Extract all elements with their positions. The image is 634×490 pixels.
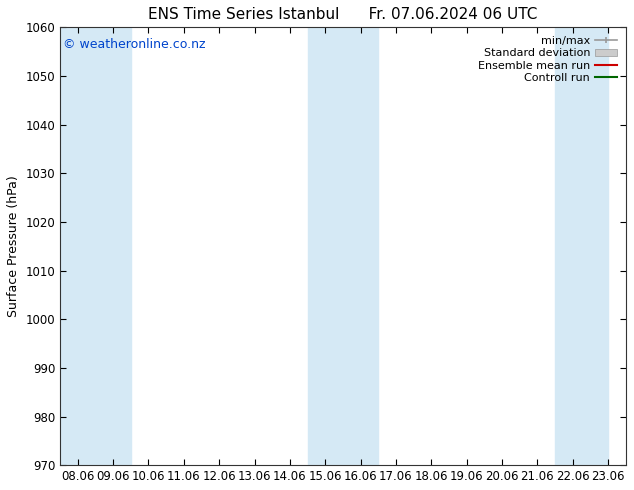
Bar (307, 27, 378, 465)
Title: ENS Time Series Istanbul      Fr. 07.06.2024 06 UTC: ENS Time Series Istanbul Fr. 07.06.2024 … (148, 7, 538, 22)
Bar (60, 27, 131, 465)
Y-axis label: Surface Pressure (hPa): Surface Pressure (hPa) (7, 175, 20, 317)
Legend: min/max, Standard deviation, Ensemble mean run, Controll run: min/max, Standard deviation, Ensemble me… (474, 33, 620, 86)
Bar (555, 27, 608, 465)
Text: © weatheronline.co.nz: © weatheronline.co.nz (63, 38, 205, 51)
